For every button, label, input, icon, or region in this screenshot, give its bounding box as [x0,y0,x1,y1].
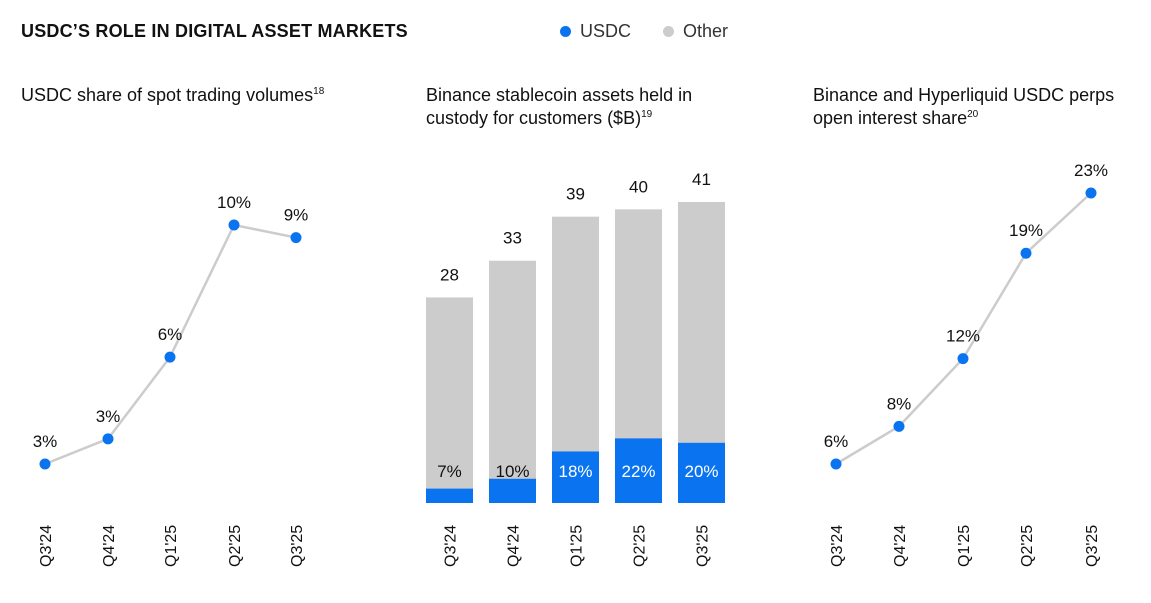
chart2-bar-usdc [678,442,725,503]
chart1-point [290,232,302,244]
legend: USDC Other [560,21,760,42]
chart2-x-tick-label: Q1'25 [569,525,586,567]
page-title: USDC’S ROLE IN DIGITAL ASSET MARKETS [21,21,408,41]
chart1-data-label: 3% [96,407,121,426]
chart2-bar-usdc [615,438,662,503]
chart2-total-label: 41 [692,170,711,189]
chart3-point [957,353,969,365]
chart3-x-tick-label: Q4'24 [892,525,909,567]
legend-swatch-usdc [560,26,571,37]
chart2-x-tick-label: Q3'24 [443,525,460,567]
chart2-total-label: 33 [503,229,522,248]
chart3-x-tick-label: Q3'24 [829,525,846,567]
chart1-x-tick-label: Q4'24 [101,525,118,567]
chart2-x-tick-label: Q3'25 [695,525,712,567]
chart2-bar-usdc [552,451,599,503]
chart3-x-tick-label: Q1'25 [956,525,973,567]
chart2-footnote: 19 [641,109,653,120]
chart1-data-label: 9% [284,206,309,225]
chart2-x-tick-label: Q4'24 [506,525,523,567]
chart2-total-label: 39 [566,185,585,204]
chart3-footnote: 20 [967,109,979,120]
chart3-data-label: 19% [1009,221,1043,240]
chart2-total-label: 40 [629,177,648,196]
chart1-point [228,219,240,231]
chart3-data-label: 6% [824,432,849,451]
chart3-title: Binance and Hyperliquid USDC perps open … [813,84,1143,130]
chart1-footnote: 18 [313,86,325,97]
chart3-x-tick-label: Q2'25 [1019,525,1036,567]
chart2-x-tick-label: Q2'25 [632,525,649,567]
chart1-title-text: USDC share of spot trading volumes [21,85,314,105]
chart1-data-label: 3% [33,432,58,451]
chart1-point [39,458,51,470]
chart1-x-tick-label: Q1'25 [163,525,180,567]
legend-label-usdc: USDC [580,21,632,41]
chart1-line [44,223,297,466]
chart3-point [830,458,842,470]
chart2-share-label: 10% [495,462,529,481]
chart2-share-label: 22% [621,462,655,481]
chart1-point [164,351,176,363]
chart3-point [1085,187,1097,199]
chart1-data-label: 10% [217,193,251,212]
chart1-title: USDC share of spot trading volumes18 [21,84,351,107]
legend-label-other: Other [683,21,729,41]
chart3-data-label: 12% [946,327,980,346]
chart2-total-label: 28 [440,265,459,284]
chart1-point [102,433,114,445]
chart3-x-tick-label: Q3'25 [1084,525,1101,567]
chart1-x-tick-label: Q3'25 [289,525,306,567]
chart2-title-text: Binance stablecoin assets held in custod… [426,85,693,128]
legend-item-usdc: USDC [560,21,631,42]
legend-item-other: Other [663,21,728,42]
chart3-title-text: Binance and Hyperliquid USDC perps open … [813,85,1115,128]
legend-swatch-other [663,26,675,37]
chart2-bar-usdc [489,478,536,503]
chart2-share-label: 18% [558,462,592,481]
chart3-point [893,420,905,432]
chart2-title: Binance stablecoin assets held in custod… [426,84,756,130]
chart2-bar-other [489,260,536,503]
chart3-data-label: 23% [1074,161,1108,180]
chart2-bar-other [426,297,473,503]
chart1-x-tick-label: Q2'25 [227,525,244,567]
chart3-point [1020,247,1032,259]
chart2-bar-usdc [426,488,473,503]
chart2-share-label: 20% [684,462,718,481]
chart1-data-label: 6% [158,325,183,344]
chart3-data-label: 8% [887,394,912,413]
chart1-x-tick-label: Q3'24 [38,525,55,567]
chart2-share-label: 7% [437,462,462,481]
